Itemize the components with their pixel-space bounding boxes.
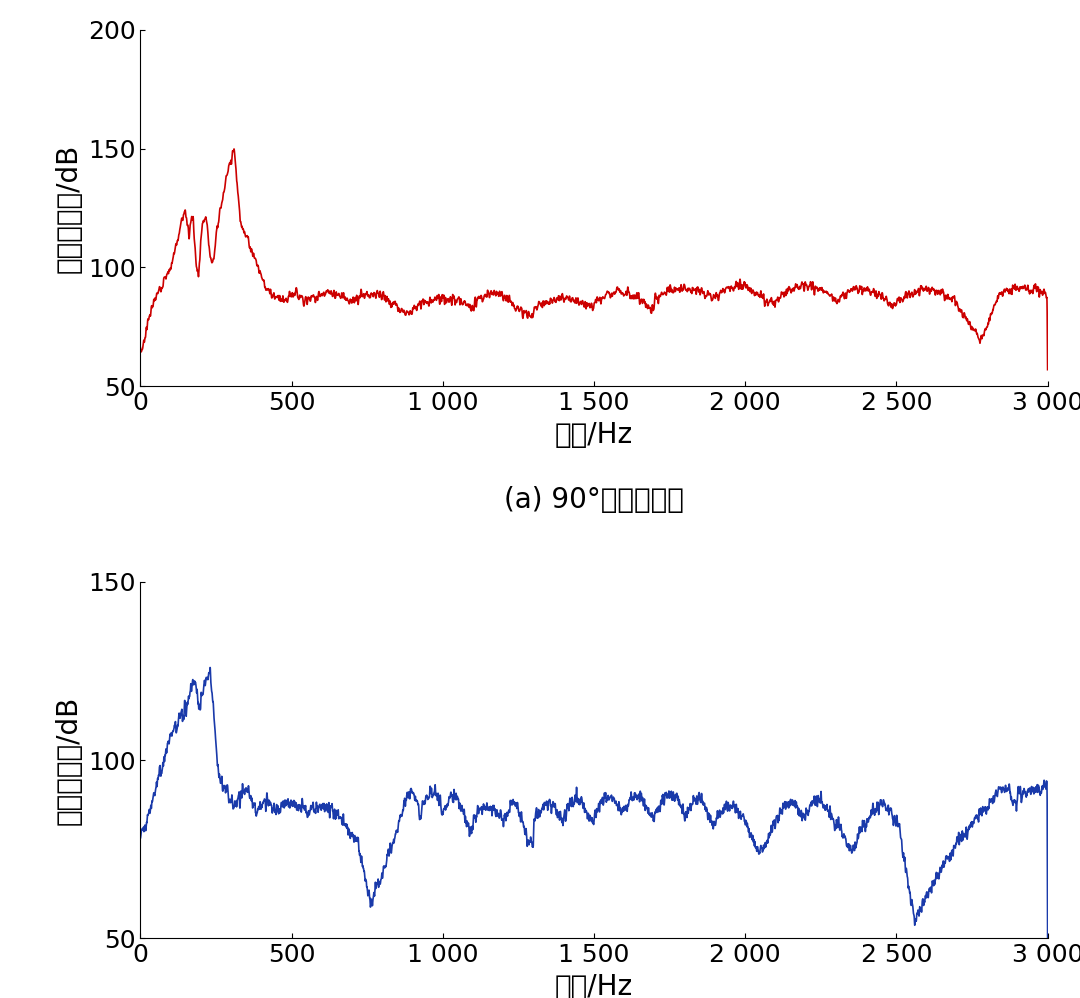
X-axis label: 频率/Hz: 频率/Hz [555,972,633,998]
Text: (a) 90°水平方向角: (a) 90°水平方向角 [504,486,684,514]
Y-axis label: 散射声压级/dB: 散射声压级/dB [54,144,82,272]
Y-axis label: 散射声压级/dB: 散射声压级/dB [54,696,82,824]
X-axis label: 频率/Hz: 频率/Hz [555,420,633,448]
